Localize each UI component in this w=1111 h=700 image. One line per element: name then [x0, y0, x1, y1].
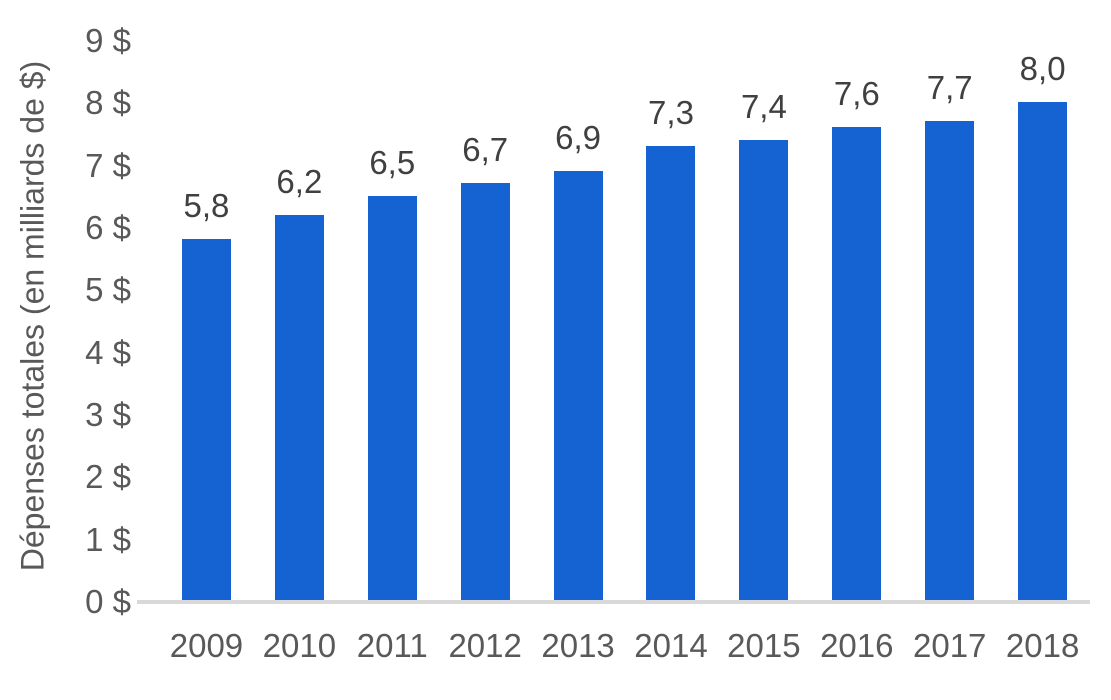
x-tick-label: 2018 [1005, 627, 1080, 664]
bar [460, 183, 510, 601]
x-tick-label: 2012 [448, 627, 522, 664]
bar-column: 7,4 [717, 40, 810, 601]
x-axis-line [137, 600, 1090, 604]
x-tick-label: 2013 [541, 627, 615, 664]
x-tick-label: 2017 [912, 627, 987, 664]
y-tick-label: 3 $ [85, 396, 131, 433]
bar-column: 6,9 [532, 40, 625, 601]
bar-column: 6,2 [253, 40, 346, 601]
bar-value-label: 7,4 [740, 88, 787, 125]
y-tick-label: 4 $ [85, 333, 131, 371]
bar-value-label: 7,3 [648, 94, 694, 131]
y-tick-label: 1 $ [85, 520, 131, 558]
y-tick-label: 7 $ [85, 146, 131, 184]
plot-area: 5,8 6,2 6,5 6,7 6,9 7,3 7,4 7,6 7,7 8,0 2009 2010 2… [137, 0, 1090, 700]
bar [646, 146, 696, 601]
x-tick-label: 2009 [169, 627, 244, 664]
bar-value-label: 7,7 [926, 69, 973, 106]
bar [274, 215, 324, 601]
bar-value-label: 6,5 [369, 144, 416, 181]
y-tick-label: 2 $ [85, 458, 131, 496]
bar [367, 196, 417, 601]
y-tick-label: 8 $ [85, 84, 131, 122]
bar-column: 8,0 [996, 40, 1089, 601]
bars-row: 5,8 6,2 6,5 6,7 6,9 7,3 7,4 7,6 7,7 8,0 [160, 40, 1089, 601]
bar-value-label: 6,2 [276, 163, 323, 200]
bar-value-label: 8,0 [1019, 50, 1066, 87]
bar-column: 7,3 [625, 40, 718, 601]
x-tick-label: 2010 [262, 627, 337, 664]
bar-value-label: 6,9 [555, 119, 602, 156]
bar-value-label: 5,8 [183, 187, 230, 224]
x-tick-label: 2016 [820, 627, 894, 664]
bar [832, 127, 882, 601]
bar-column: 6,5 [346, 40, 439, 601]
bar [925, 121, 975, 601]
bar [739, 140, 789, 601]
x-tick-label: 2014 [634, 627, 708, 664]
x-tick-label: 2015 [727, 627, 801, 664]
bar [181, 239, 231, 601]
y-tick-label: 6 $ [85, 209, 131, 246]
y-tick-label: 9 $ [85, 22, 131, 59]
bar-column: 7,6 [810, 40, 903, 601]
bar-value-label: 6,7 [462, 131, 509, 168]
y-tick-label: 0 $ [85, 583, 131, 620]
bar [1018, 102, 1068, 601]
bar-column: 6,7 [439, 40, 532, 601]
y-tick-label: 5 $ [85, 271, 131, 309]
x-axis-tick-labels: 2009 2010 2011 2012 2013 2014 2015 2016 2017 2018 [160, 628, 1089, 664]
bar-column: 5,8 [160, 40, 253, 601]
bar-column: 7,7 [903, 40, 996, 601]
bar-value-label: 7,6 [833, 75, 880, 112]
y-axis-tick-labels: 0 $ 1 $ 2 $ 3 $ 4 $ 5 $ 6 $ 7 $ 8 $ 9 $ [40, 0, 131, 700]
bar [553, 171, 603, 601]
x-tick-label: 2011 [356, 627, 428, 664]
